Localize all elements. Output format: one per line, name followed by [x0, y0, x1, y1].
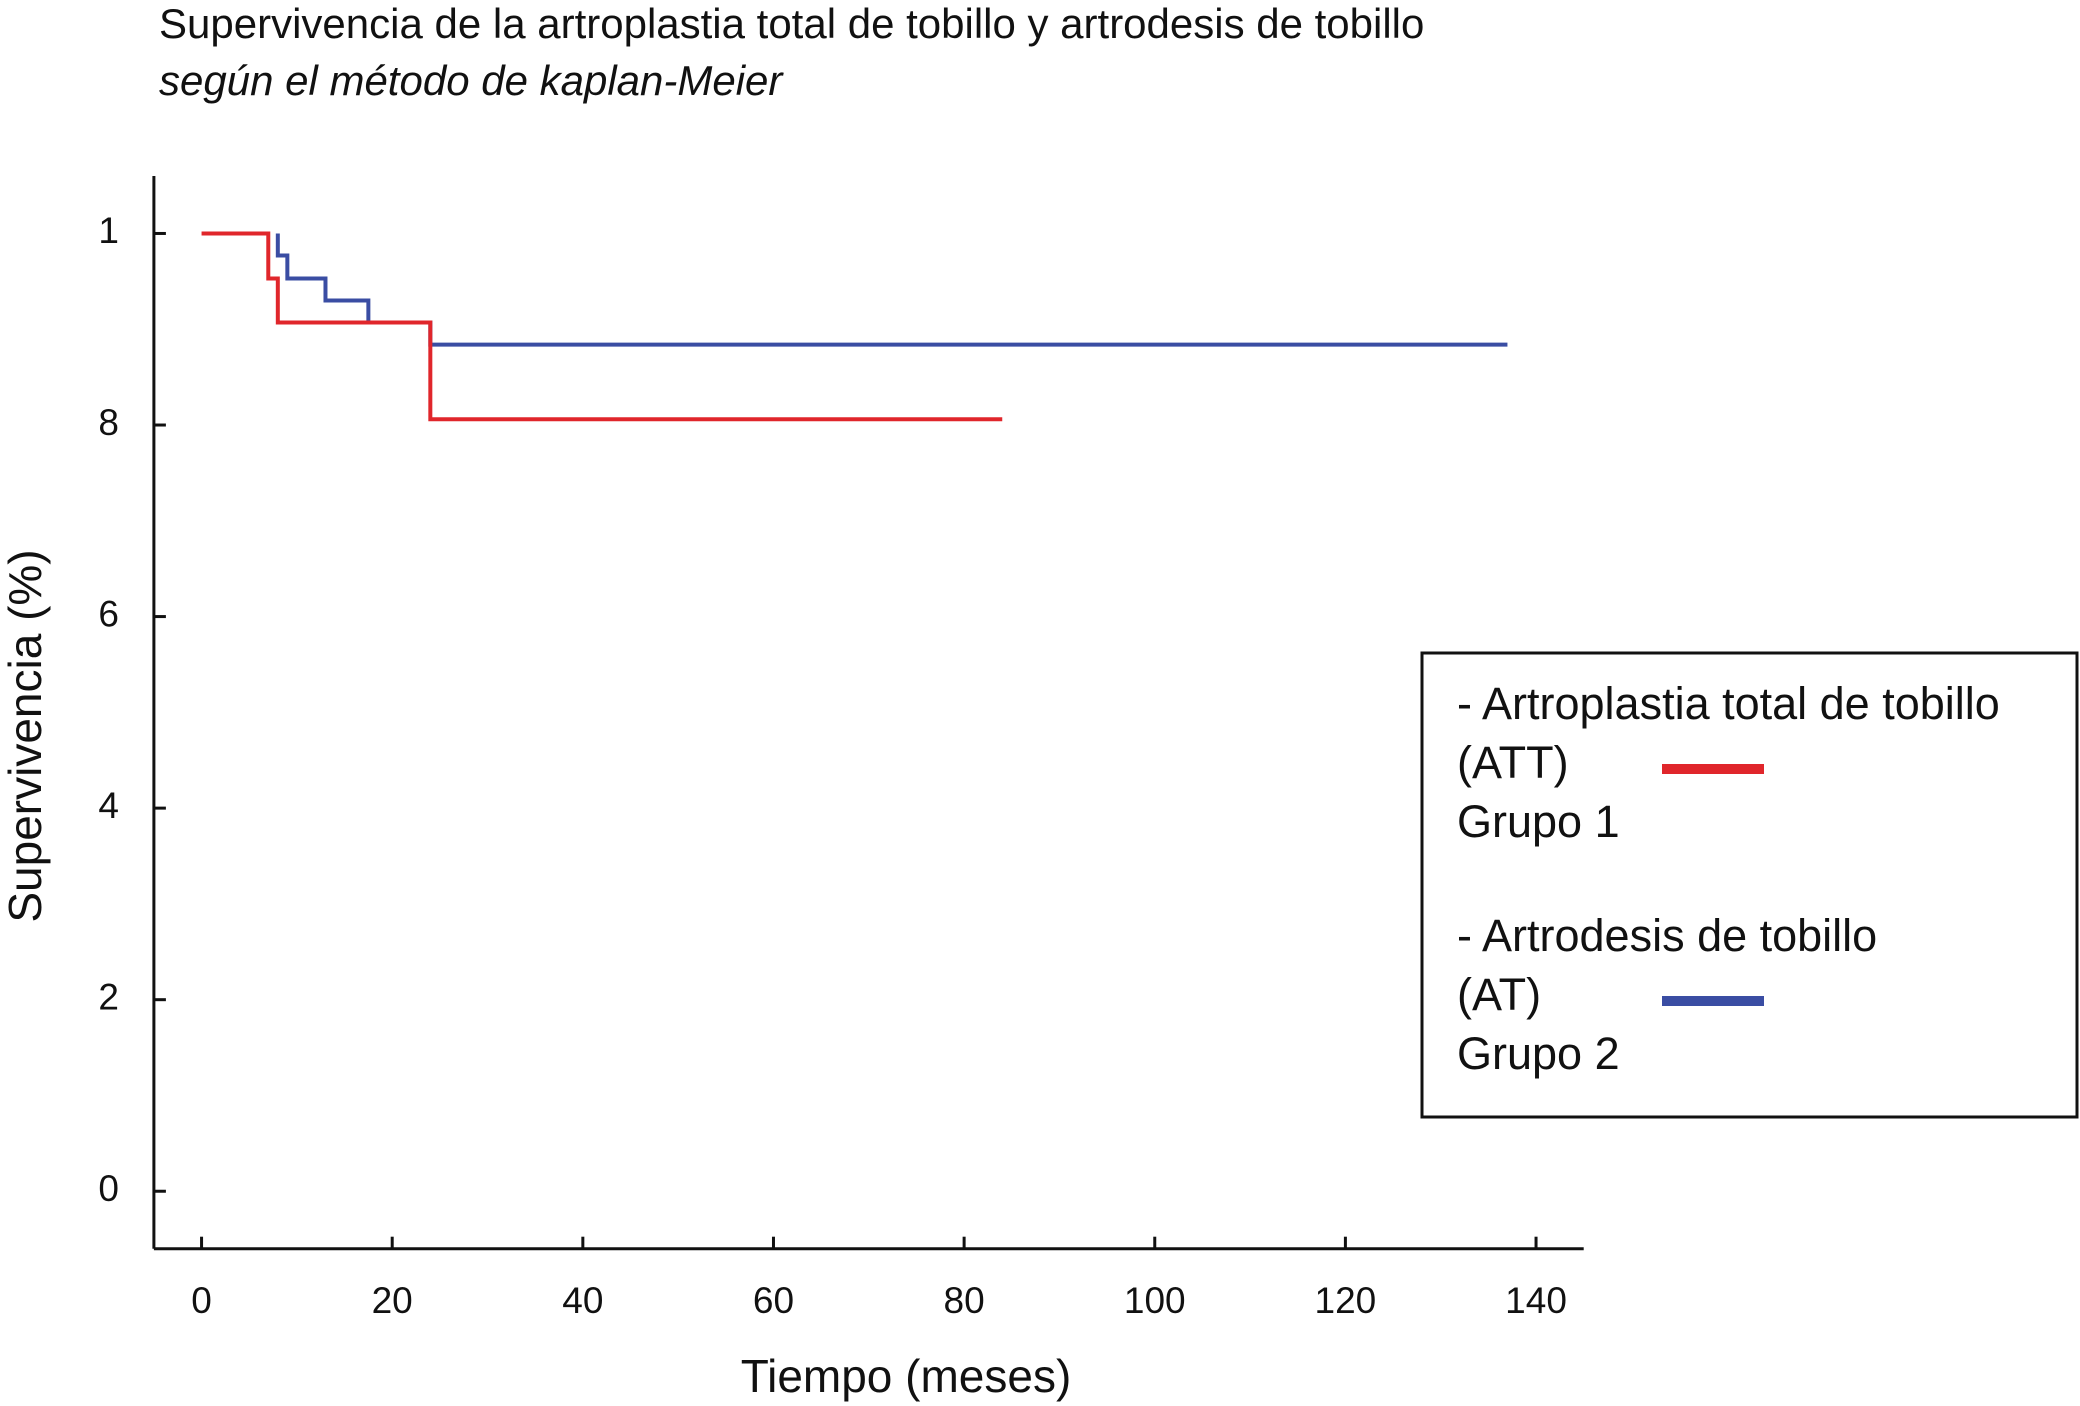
y-tick-label: 8	[98, 402, 119, 443]
y-tick-label: 1	[98, 210, 119, 251]
x-tick-label: 60	[753, 1280, 794, 1321]
x-tick-label: 100	[1124, 1280, 1186, 1321]
legend-label: Grupo 2	[1457, 1028, 1620, 1079]
legend-label: Grupo 1	[1457, 796, 1620, 847]
x-tick-label: 120	[1315, 1280, 1377, 1321]
x-tick-label: 0	[191, 1280, 212, 1321]
y-tick-label: 0	[98, 1168, 119, 1209]
chart-subtitle: según el método de kaplan-Meier	[159, 57, 784, 104]
legend-label: (ATT)	[1457, 737, 1569, 788]
legend-box	[1420, 651, 2079, 1119]
y-axis-title: Supervivencia (%)	[0, 549, 51, 922]
y-tick-label: 6	[98, 593, 119, 634]
x-axis-title: Tiempo (meses)	[741, 1350, 1072, 1402]
x-tick-label: 20	[372, 1280, 413, 1321]
y-tick-label: 4	[98, 785, 119, 826]
legend-label: - Artroplastia total de tobillo	[1457, 678, 2000, 729]
y-tick-label: 2	[98, 976, 119, 1017]
chart-title: Supervivencia de la artroplastia total d…	[159, 0, 1424, 47]
x-tick-label: 80	[944, 1280, 985, 1321]
survival-line	[201, 231, 1003, 422]
survival-line	[275, 233, 1508, 347]
x-tick-label: 140	[1505, 1280, 1567, 1321]
legend-label: (AT)	[1457, 969, 1541, 1020]
x-tick-label: 40	[562, 1280, 603, 1321]
legend-label: - Artrodesis de tobillo	[1457, 910, 1877, 961]
